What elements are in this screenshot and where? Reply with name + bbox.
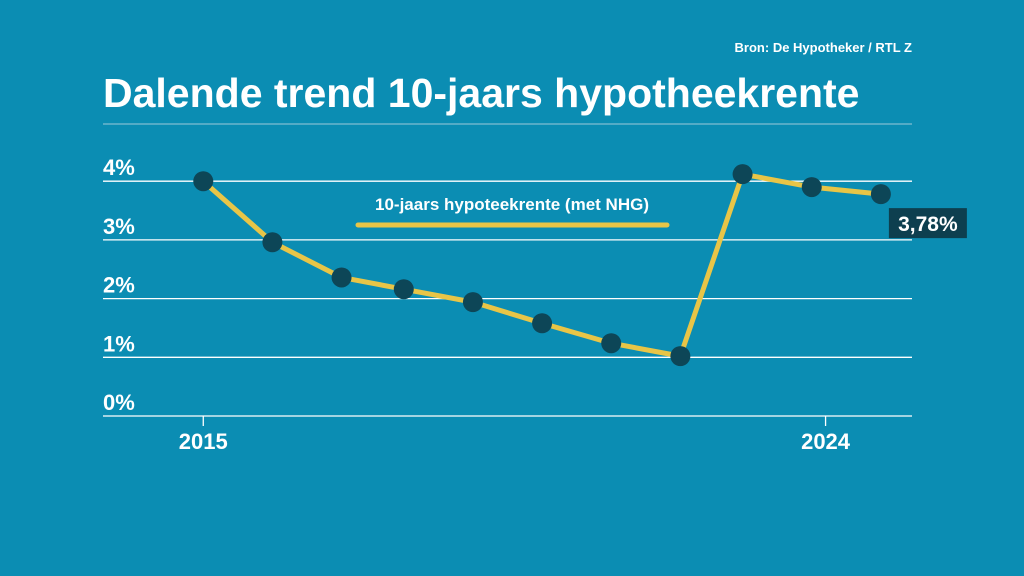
y-tick-label: 2% bbox=[103, 273, 135, 298]
data-point bbox=[262, 232, 283, 253]
data-point bbox=[870, 184, 891, 205]
value-label-box bbox=[888, 208, 967, 239]
data-point bbox=[732, 164, 753, 185]
source: Bron: De Hypotheker / RTL Z bbox=[735, 40, 913, 55]
data-point bbox=[193, 171, 214, 192]
x-tick-label: 2015 bbox=[179, 429, 228, 454]
y-tick-label: 0% bbox=[103, 390, 135, 415]
data-point bbox=[801, 177, 822, 198]
data-point bbox=[601, 333, 622, 354]
legend-label: 10-jaars hypoteekrente (met NHG) bbox=[375, 195, 649, 214]
y-tick-label: 1% bbox=[103, 331, 135, 356]
value-label: 3,78% bbox=[898, 213, 958, 236]
data-point bbox=[331, 267, 352, 288]
data-point bbox=[532, 313, 553, 334]
chart-title: Dalende trend 10-jaars hypotheekrente bbox=[103, 70, 859, 116]
data-point bbox=[462, 292, 483, 313]
y-tick-label: 3% bbox=[103, 214, 135, 239]
data-point bbox=[670, 346, 691, 367]
data-point bbox=[393, 279, 414, 300]
x-tick-label: 2024 bbox=[801, 429, 851, 454]
y-tick-label: 4% bbox=[103, 155, 135, 180]
